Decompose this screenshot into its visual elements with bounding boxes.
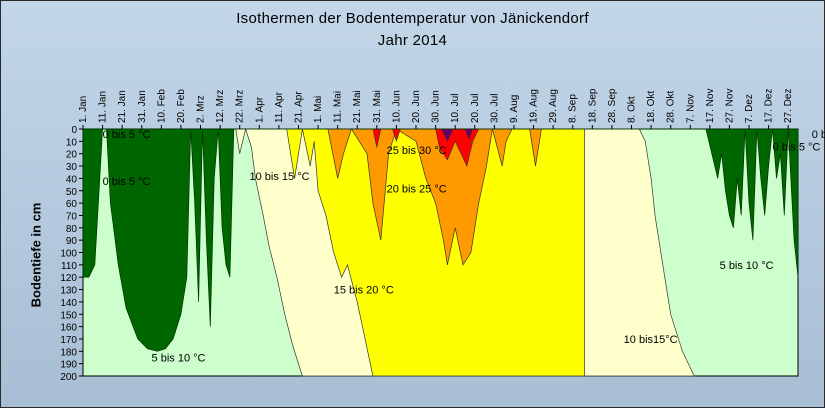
band-label: 5 bis 10 °C <box>720 260 774 272</box>
y-tick-label: 90 <box>66 236 78 247</box>
y-tick-label: 190 <box>60 360 77 371</box>
x-tick-label: 21. Mai <box>352 90 363 123</box>
y-tick-label: 50 <box>66 187 78 198</box>
x-tick-label: 12. Mrz <box>215 90 226 123</box>
x-tick-label: 10. Jul <box>450 94 461 123</box>
band-label: 0 bis 5 °C <box>812 129 825 141</box>
x-tick-label: 19. Aug <box>529 89 540 123</box>
x-tick-label: 17. Nov <box>705 89 716 123</box>
band-label: 5 bis 10 °C <box>152 352 206 364</box>
x-tick-label: 7. Nov <box>685 94 696 123</box>
y-tick-label: 200 <box>60 372 77 383</box>
y-tick-label: 20 <box>66 150 78 161</box>
x-tick-label: 30. Jun <box>431 90 442 123</box>
y-tick-label: 140 <box>60 298 77 309</box>
x-tick-label: 18. Okt <box>646 91 657 123</box>
band-label: 0 bis 5 °C <box>103 129 151 141</box>
x-tick-label: 1. Apr <box>254 96 265 123</box>
x-tick-label: 11. Jan <box>98 91 109 123</box>
x-tick-label: 31. Jan <box>137 90 148 123</box>
y-tick-label: 0 <box>71 125 77 136</box>
y-tick-label: 150 <box>60 310 77 321</box>
x-tick-label: 11. Mai <box>333 91 344 123</box>
x-tick-label: 9. Aug <box>509 95 520 123</box>
band-0-5 <box>82 128 799 352</box>
y-tick-label: 80 <box>66 224 78 235</box>
y-tick-label: 160 <box>60 323 77 334</box>
x-tick-label: 8. Okt <box>626 96 637 123</box>
y-tick-label: 30 <box>66 162 78 173</box>
x-tick-label: 10. Feb <box>156 89 167 123</box>
band-20-25 <box>327 128 542 266</box>
y-tick-label: 180 <box>60 347 77 358</box>
y-tick-label: 170 <box>60 335 77 346</box>
band-label: 0 bis 5 °C <box>103 176 151 188</box>
x-tick-label: 2. Mrz <box>196 95 207 123</box>
y-tick-label: 100 <box>60 249 77 260</box>
x-tick-label: 29. Aug <box>548 89 559 123</box>
x-tick-label: 17. Dez <box>764 89 775 123</box>
y-tick-label: 60 <box>66 199 78 210</box>
x-tick-label: 1. Jan <box>78 96 89 123</box>
y-tick-label: 70 <box>66 211 78 222</box>
band-label: 10 bis15°C <box>624 334 678 346</box>
y-tick-label: 40 <box>66 174 78 185</box>
band-label: 20 bis 25 °C <box>387 183 447 195</box>
x-tick-label: 28. Sep <box>607 88 618 123</box>
y-tick-label: 120 <box>60 273 77 284</box>
x-tick-label: 7. Dez <box>744 94 755 123</box>
x-tick-label: 30. Jul <box>489 94 500 123</box>
y-tick-label: 10 <box>66 137 78 148</box>
x-tick-label: 21. Apr <box>293 91 304 123</box>
x-tick-label: 28. Okt <box>666 91 677 123</box>
band-label: 15 bis 20 °C <box>334 285 394 297</box>
band-label: 25 bis 30 °C <box>387 145 447 157</box>
x-tick-label: 18. Sep <box>587 88 598 123</box>
x-tick-label: 22. Mrz <box>235 90 246 123</box>
y-tick-label: 110 <box>61 261 77 272</box>
x-tick-label: 27. Nov <box>724 89 735 123</box>
x-tick-label: 20. Feb <box>176 89 187 123</box>
band-label: 10 bis 15 °C <box>250 171 310 183</box>
x-tick-label: 8. Sep <box>568 94 579 123</box>
chart-subtitle: Jahr 2014 <box>377 32 448 49</box>
band-15-20 <box>286 128 585 377</box>
x-tick-label: 20. Jul <box>470 94 481 123</box>
y-tick-label: 130 <box>60 286 77 297</box>
x-tick-label: 21. Jan <box>117 90 128 123</box>
x-tick-label: 20. Jun <box>411 90 422 123</box>
chart-title: Isothermen der Bodentemperatur von Jänic… <box>236 10 589 27</box>
x-tick-label: 10. Jun <box>391 90 402 123</box>
band-label: 0 bis 5 °C <box>773 141 821 153</box>
x-tick-label: 27. Dez <box>783 89 794 123</box>
x-tick-label: 1. Mai <box>313 96 324 123</box>
x-tick-label: 31. Mai <box>372 90 383 123</box>
x-tick-label: 11. Apr <box>274 91 285 123</box>
